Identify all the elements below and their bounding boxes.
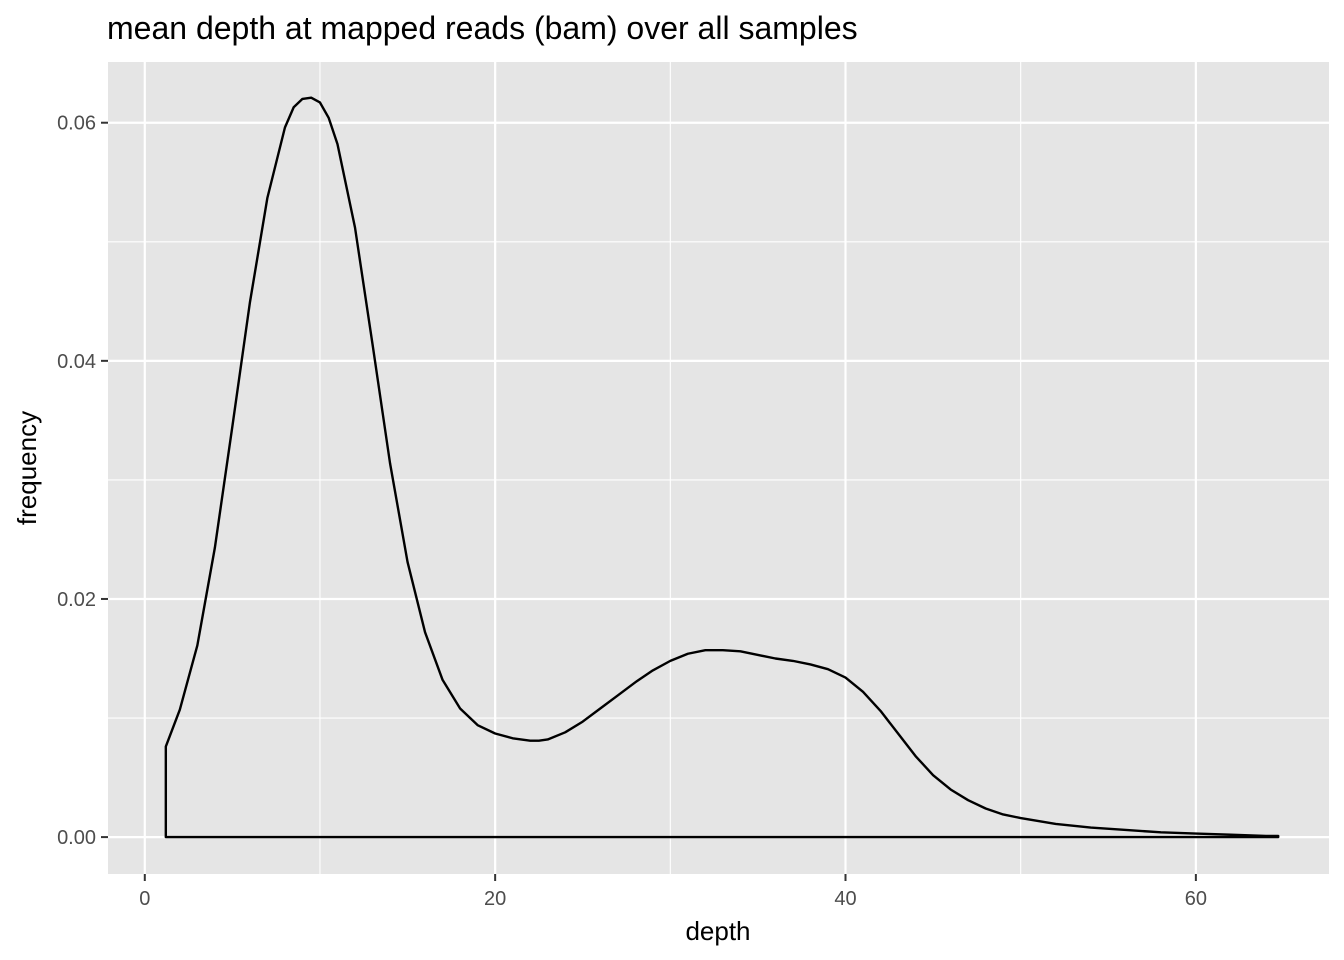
y-tick-label: 0.00 [57,827,96,849]
x-axis-ticks: 0 20 40 60 [139,874,1207,910]
plot-panel [108,62,1329,874]
x-tick-label: 20 [484,888,506,910]
y-tick-label: 0.02 [57,589,96,611]
y-tick-label: 0.04 [57,351,96,373]
y-axis-ticks: 0.00 0.02 0.04 0.06 [57,113,108,849]
x-tick-label: 0 [139,888,150,910]
x-tick-label: 40 [834,888,856,910]
x-tick-label: 60 [1185,888,1207,910]
density-curve [164,96,1280,839]
x-axis-title: depth [685,916,750,946]
y-axis-title: frequency [12,411,42,525]
chart-title: mean depth at mapped reads (bam) over al… [107,10,858,46]
minor-gridlines [108,62,1329,874]
y-tick-label: 0.06 [57,113,96,135]
